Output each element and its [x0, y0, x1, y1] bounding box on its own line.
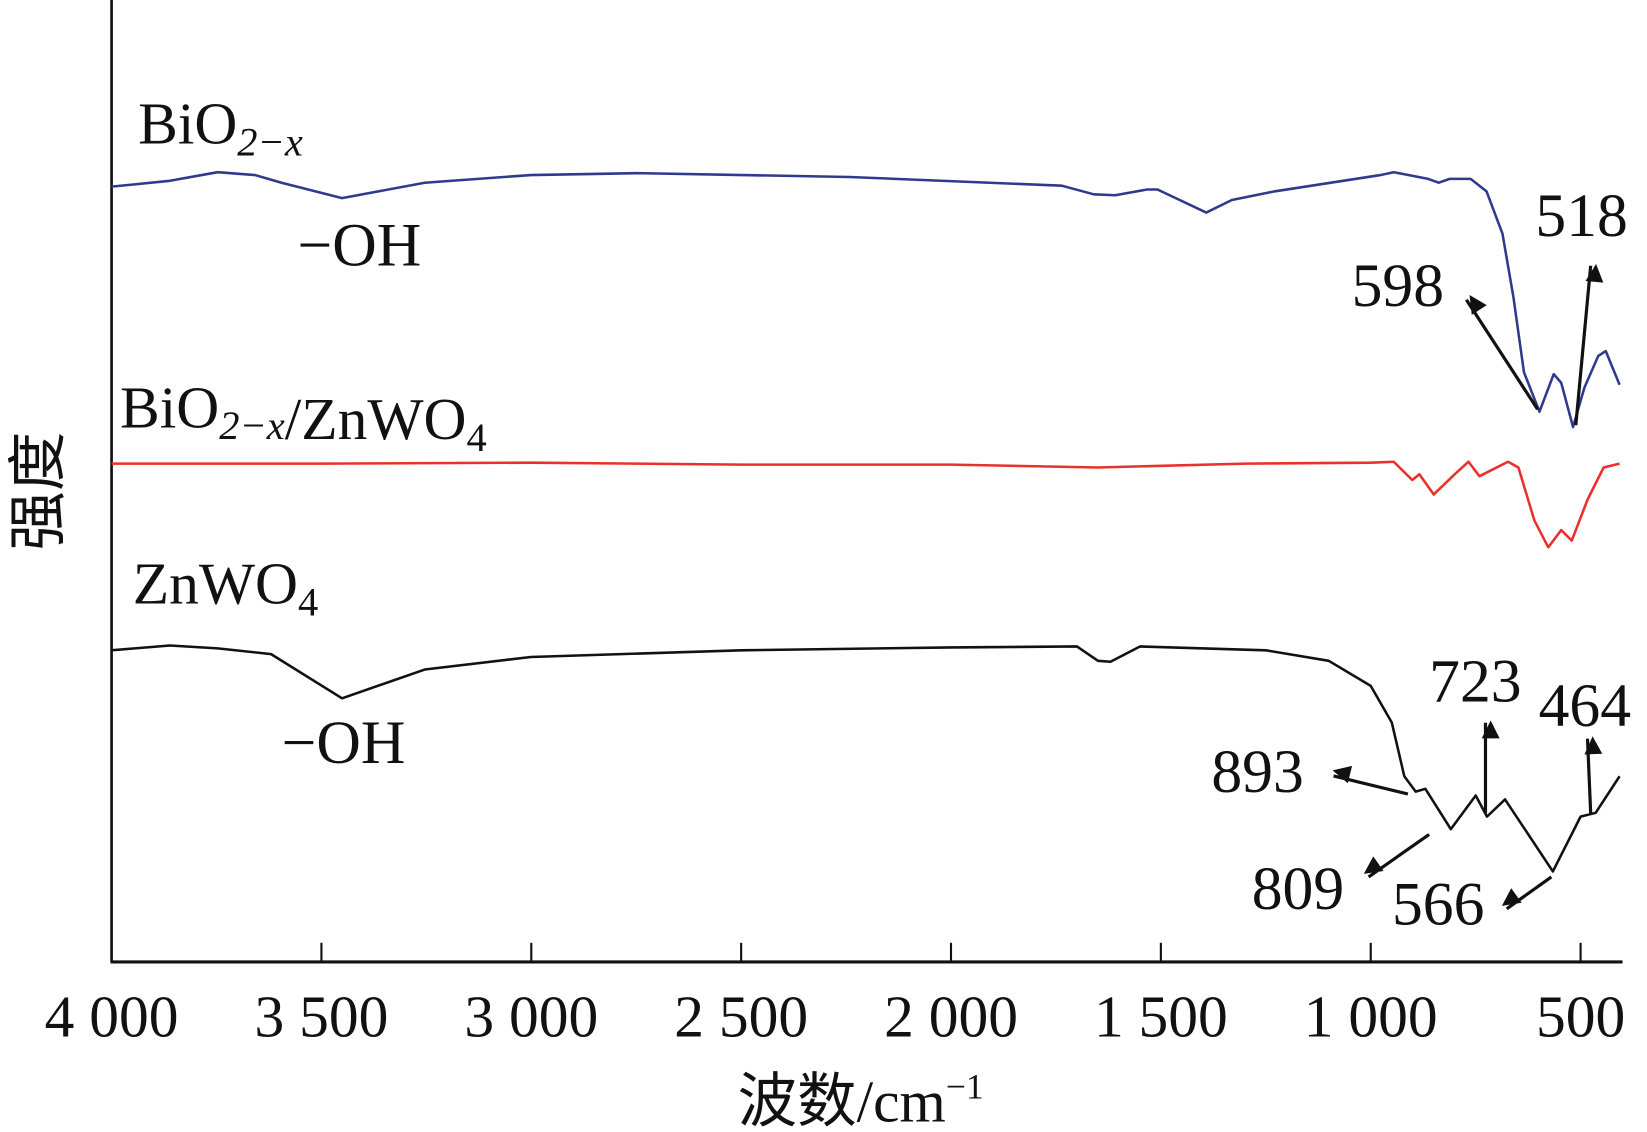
peak-label: 518 — [1535, 182, 1627, 250]
x-tick-label: 4 000 — [45, 983, 179, 1049]
series-label-2: ZnWO4 — [133, 551, 318, 625]
series-label-1: BiO2−x/ZnWO4 — [120, 374, 487, 460]
peak-arrow — [1363, 833, 1431, 879]
x-tick-label: 2 000 — [884, 983, 1018, 1049]
peak-arrow — [1501, 875, 1553, 911]
x-tick-label: 3 500 — [255, 983, 389, 1049]
x-tick-label: 3 000 — [464, 983, 598, 1049]
series-label-0: BiO2−x — [138, 90, 303, 164]
x-tick-label: 500 — [1536, 983, 1625, 1049]
peak-label: 893 — [1211, 738, 1303, 806]
peak-label: 809 — [1252, 855, 1344, 923]
peak-label: 464 — [1539, 672, 1631, 740]
peak-label: 566 — [1392, 871, 1484, 939]
x-tick-label: 2 500 — [674, 983, 808, 1049]
peak-arrow — [1465, 295, 1539, 411]
x-tick-label: 1 500 — [1094, 983, 1228, 1049]
x-tick-label: 1 000 — [1304, 983, 1438, 1049]
series-group — [111, 170, 1621, 873]
peak-arrow — [1584, 736, 1603, 814]
labels-group: BiO2−x BiO2−x/ZnWO4 ZnWO4 −OH 598 518 −OH 893 72… — [120, 90, 1631, 938]
peak-label: 598 — [1352, 252, 1444, 320]
peak-arrow — [1332, 765, 1409, 796]
peak-label: 723 — [1429, 648, 1521, 716]
peak-arrow — [1574, 263, 1604, 426]
x-axis-title: 波数/cm−1 — [738, 1067, 984, 1132]
series-line-2 — [111, 644, 1621, 873]
peak-label: −OH — [282, 709, 406, 777]
axes: 4 000 3 500 3 000 2 500 2 000 1 500 1 000 500 波数… — [5, 0, 1625, 1132]
y-axis-title: 强度 — [5, 432, 71, 551]
series-line-0 — [111, 170, 1621, 429]
series-line-1 — [111, 460, 1620, 549]
peak-label: −OH — [298, 212, 422, 280]
